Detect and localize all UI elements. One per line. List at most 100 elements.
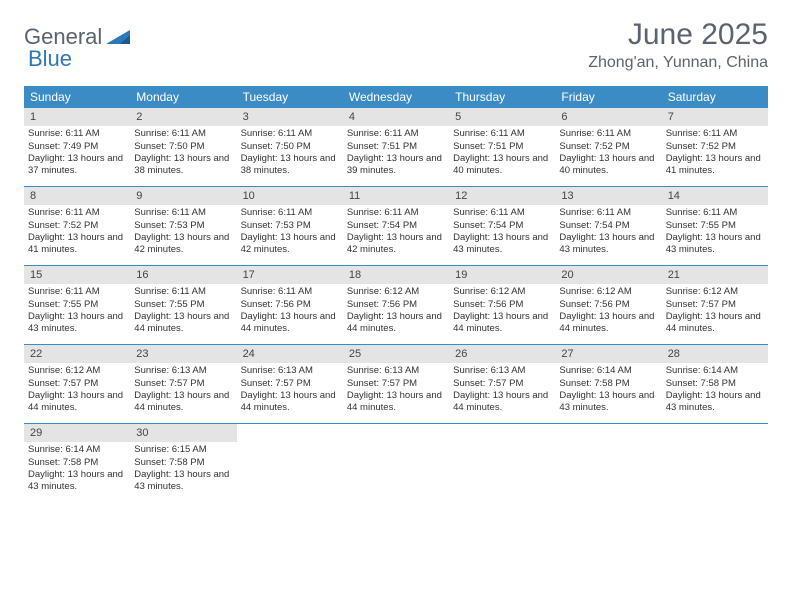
sunset-line: Sunset: 7:55 PM <box>666 220 764 232</box>
daylight-line: Daylight: 13 hours and 41 minutes. <box>28 232 126 257</box>
daylight-line: Daylight: 13 hours and 44 minutes. <box>134 390 232 415</box>
sunset-line: Sunset: 7:56 PM <box>241 299 339 311</box>
week-row: 22Sunrise: 6:12 AMSunset: 7:57 PMDayligh… <box>24 345 768 424</box>
day-number: 18 <box>343 266 449 284</box>
day-number: 23 <box>130 345 236 363</box>
daylight-line: Daylight: 13 hours and 44 minutes. <box>559 311 657 336</box>
day-number: 22 <box>24 345 130 363</box>
daylight-line: Daylight: 13 hours and 43 minutes. <box>666 232 764 257</box>
sunset-line: Sunset: 7:57 PM <box>347 378 445 390</box>
sunset-line: Sunset: 7:51 PM <box>347 141 445 153</box>
sunrise-line: Sunrise: 6:14 AM <box>559 365 657 377</box>
calendar-cell: 20Sunrise: 6:12 AMSunset: 7:56 PMDayligh… <box>555 266 661 344</box>
sunset-line: Sunset: 7:54 PM <box>347 220 445 232</box>
daylight-line: Daylight: 13 hours and 44 minutes. <box>666 311 764 336</box>
calendar-cell: 27Sunrise: 6:14 AMSunset: 7:58 PMDayligh… <box>555 345 661 423</box>
week-row: 29Sunrise: 6:14 AMSunset: 7:58 PMDayligh… <box>24 424 768 502</box>
day-number: 10 <box>237 187 343 205</box>
sunset-line: Sunset: 7:57 PM <box>666 299 764 311</box>
sunset-line: Sunset: 7:58 PM <box>666 378 764 390</box>
daylight-line: Daylight: 13 hours and 42 minutes. <box>347 232 445 257</box>
calendar-cell: . <box>449 424 555 502</box>
day-number: 26 <box>449 345 555 363</box>
daylight-line: Daylight: 13 hours and 41 minutes. <box>666 153 764 178</box>
sunrise-line: Sunrise: 6:12 AM <box>347 286 445 298</box>
day-number: 3 <box>237 108 343 126</box>
daylight-line: Daylight: 13 hours and 39 minutes. <box>347 153 445 178</box>
day-header-row: SundayMondayTuesdayWednesdayThursdayFrid… <box>24 86 768 108</box>
logo-line2: Blue <box>28 40 72 72</box>
calendar-cell: 2Sunrise: 6:11 AMSunset: 7:50 PMDaylight… <box>130 108 236 186</box>
calendar-cell: . <box>237 424 343 502</box>
calendar-cell: 11 Sunrise: 6:11 AMSunset: 7:54 PMDayligh… <box>343 187 449 265</box>
sunrise-line: Sunrise: 6:12 AM <box>559 286 657 298</box>
day-header: Saturday <box>662 86 768 108</box>
sunrise-line: Sunrise: 6:11 AM <box>134 207 232 219</box>
sunrise-line: Sunrise: 6:11 AM <box>347 207 445 219</box>
sunset-line: Sunset: 7:56 PM <box>453 299 551 311</box>
sunrise-line: Sunrise: 6:12 AM <box>453 286 551 298</box>
calendar-cell: 8Sunrise: 6:11 AMSunset: 7:52 PMDaylight… <box>24 187 130 265</box>
sunrise-line: Sunrise: 6:12 AM <box>666 286 764 298</box>
sunrise-line: Sunrise: 6:11 AM <box>134 286 232 298</box>
calendar-cell: 16Sunrise: 6:11 AMSunset: 7:55 PMDayligh… <box>130 266 236 344</box>
daylight-line: Daylight: 13 hours and 38 minutes. <box>241 153 339 178</box>
daylight-line: Daylight: 13 hours and 40 minutes. <box>559 153 657 178</box>
day-number: 15 <box>24 266 130 284</box>
sunrise-line: Sunrise: 6:12 AM <box>28 365 126 377</box>
sunrise-line: Sunrise: 6:11 AM <box>559 207 657 219</box>
sunset-line: Sunset: 7:57 PM <box>453 378 551 390</box>
daylight-line: Daylight: 13 hours and 44 minutes. <box>28 390 126 415</box>
week-row: 15 Sunrise: 6:11 AMSunset: 7:55 PM Dayligh… <box>24 266 768 345</box>
sunset-line: Sunset: 7:54 PM <box>559 220 657 232</box>
daylight-line: Daylight: 13 hours and 43 minutes. <box>453 232 551 257</box>
sunrise-line: Sunrise: 6:13 AM <box>453 365 551 377</box>
sunset-line: Sunset: 7:55 PM <box>134 299 232 311</box>
day-number: 13 <box>555 187 661 205</box>
sunset-line: Sunset: 7:52 PM <box>559 141 657 153</box>
calendar-cell: 13Sunrise: 6:11 AMSunset: 7:54 PMDayligh… <box>555 187 661 265</box>
calendar-cell: 6Sunrise: 6:11 AMSunset: 7:52 PMDaylight… <box>555 108 661 186</box>
month-title: June 2025 <box>588 18 768 52</box>
calendar-cell: 25Sunrise: 6:13 AMSunset: 7:57 PMDayligh… <box>343 345 449 423</box>
calendar-cell: 23Sunrise: 6:13 AMSunset: 7:57 PMDayligh… <box>130 345 236 423</box>
sunrise-line: Sunrise: 6:13 AM <box>241 365 339 377</box>
calendar-cell: 22 Sunrise: 6:12 AMSunset: 7:57 PMDayligh… <box>24 345 130 423</box>
weeks-container: 1Sunrise: 6:11 AMSunset: 7:49 PMDaylight… <box>24 108 768 502</box>
sunset-line: Sunset: 7:52 PM <box>28 220 126 232</box>
sunset-line: Sunset: 7:58 PM <box>28 457 126 469</box>
day-number: 7 <box>662 108 768 126</box>
daylight-line: Daylight: 13 hours and 44 minutes. <box>347 390 445 415</box>
day-header: Monday <box>130 86 236 108</box>
day-number: 4 <box>343 108 449 126</box>
calendar-cell: 21Sunrise: 6:12 AMSunset: 7:57 PMDayligh… <box>662 266 768 344</box>
day-number: 27 <box>555 345 661 363</box>
sunset-line: Sunset: 7:57 PM <box>134 378 232 390</box>
sunrise-line: Sunrise: 6:11 AM <box>559 128 657 140</box>
week-row: 1Sunrise: 6:11 AMSunset: 7:49 PMDaylight… <box>24 108 768 187</box>
day-number: 9 <box>130 187 236 205</box>
daylight-line: Daylight: 13 hours and 44 minutes. <box>347 311 445 336</box>
daylight-line: Daylight: 13 hours and 40 minutes. <box>453 153 551 178</box>
calendar-cell: 3Sunrise: 6:11 AMSunset: 7:50 PMDaylight… <box>237 108 343 186</box>
calendar-cell: 12Sunrise: 6:11 AMSunset: 7:54 PMDayligh… <box>449 187 555 265</box>
day-number: 5 <box>449 108 555 126</box>
week-row: 8Sunrise: 6:11 AMSunset: 7:52 PMDaylight… <box>24 187 768 266</box>
daylight-line: Daylight: 13 hours and 42 minutes. <box>241 232 339 257</box>
day-number: 29 <box>24 424 130 442</box>
sunset-line: Sunset: 7:49 PM <box>28 141 126 153</box>
day-number: 11 <box>343 187 449 205</box>
day-number: 2 <box>130 108 236 126</box>
sunset-line: Sunset: 7:51 PM <box>453 141 551 153</box>
sunset-line: Sunset: 7:57 PM <box>28 378 126 390</box>
sunset-line: Sunset: 7:56 PM <box>559 299 657 311</box>
sunrise-line: Sunrise: 6:11 AM <box>666 207 764 219</box>
sunrise-line: Sunrise: 6:11 AM <box>241 128 339 140</box>
calendar-cell: 30Sunrise: 6:15 AMSunset: 7:58 PMDayligh… <box>130 424 236 502</box>
day-number: 24 <box>237 345 343 363</box>
sunrise-line: Sunrise: 6:11 AM <box>241 207 339 219</box>
day-number: 19 <box>449 266 555 284</box>
daylight-line: Daylight: 13 hours and 44 minutes. <box>453 390 551 415</box>
sunrise-line: Sunrise: 6:11 AM <box>347 128 445 140</box>
daylight-line: Daylight: 13 hours and 43 minutes. <box>28 311 126 336</box>
